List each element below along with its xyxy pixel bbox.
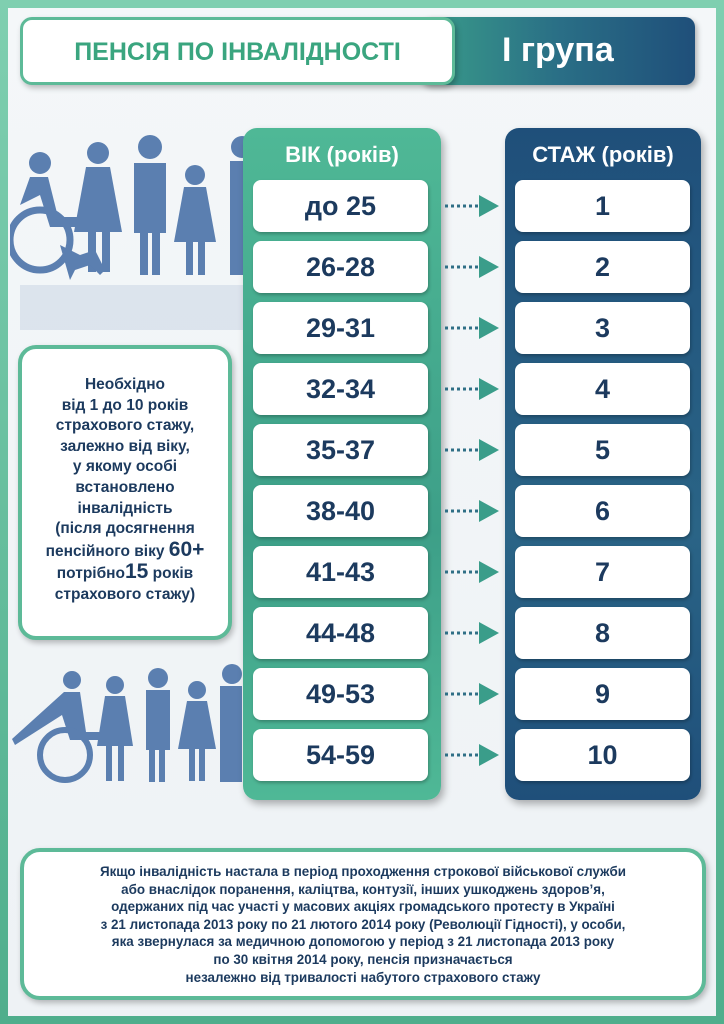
stazh-cell: 4 <box>515 363 690 415</box>
title-banner: ПЕНСІЯ ПО ІНВАЛІДНОСТІ <box>20 17 455 85</box>
arrow-right-icon <box>445 561 499 583</box>
info-text: років <box>148 565 194 583</box>
arrow-right-icon <box>445 744 499 766</box>
info-line: страхового стажу) <box>54 585 196 603</box>
age-cell: 26-28 <box>253 241 428 293</box>
info-line: у якому особі <box>72 458 178 476</box>
info-line: пенсійного віку 60+ <box>22 537 228 563</box>
stazh-cell: 7 <box>515 546 690 598</box>
info-line: залежно від віку, <box>60 437 190 455</box>
arrow-right-icon <box>445 683 499 705</box>
age-header: ВІК (років) <box>285 142 399 167</box>
arrow-right-icon <box>445 622 499 644</box>
note-line: яка звернулася за медичною допомогою у п… <box>111 934 615 950</box>
note-line: або внаслідок поранення, каліцтва, конту… <box>121 881 605 897</box>
group-banner: І група <box>420 17 695 85</box>
info-emphasis: 15 <box>125 560 149 584</box>
info-line: страхового стажу, <box>55 417 195 435</box>
note-line: Якщо інвалідність настала в період прохо… <box>99 864 627 879</box>
age-cell: 35-37 <box>253 424 428 476</box>
note-line: з 21 листопада 2013 року по 21 лютого 20… <box>100 916 626 932</box>
stazh-cell: 6 <box>515 485 690 537</box>
bottom-note-box: Якщо інвалідність настала в період прохо… <box>20 848 706 1000</box>
age-cell: 29-31 <box>253 302 428 354</box>
info-line: Необхідно <box>84 376 166 393</box>
age-cell: 41-43 <box>253 546 428 598</box>
age-cell: до 25 <box>253 180 428 232</box>
note-line: незалежно від тривалості набутого страхо… <box>185 969 541 985</box>
stazh-cell: 3 <box>515 302 690 354</box>
stazh-header: СТАЖ (років) <box>532 142 674 167</box>
info-line: від 1 до 10 років <box>61 396 189 414</box>
info-line: встановлено <box>75 478 175 496</box>
arrow-right-icon <box>445 439 499 461</box>
arrow-right-icon <box>445 317 499 339</box>
arrow-right-icon <box>445 256 499 278</box>
page-title: ПЕНСІЯ ПО ІНВАЛІДНОСТІ <box>74 38 401 66</box>
info-line: (після досягнення <box>55 520 195 538</box>
info-line: інвалідність <box>77 499 173 517</box>
age-cell: 49-53 <box>253 668 428 720</box>
arrow-right-icon <box>445 378 499 400</box>
stazh-cell: 9 <box>515 668 690 720</box>
arrow-right-icon <box>445 195 499 217</box>
people-silhouettes-bottom-icon <box>12 664 242 783</box>
stazh-cell: 8 <box>515 607 690 659</box>
age-cell: 44-48 <box>253 607 428 659</box>
info-line: потрібно15 років <box>22 560 228 585</box>
stazh-cell: 1 <box>515 180 690 232</box>
info-text: пенсійного віку <box>45 542 169 560</box>
people-silhouettes-top-icon <box>10 135 250 330</box>
info-text: потрібно <box>56 565 125 583</box>
info-emphasis: 60+ <box>168 537 205 561</box>
age-cell: 32-34 <box>253 363 428 415</box>
stazh-cell: 5 <box>515 424 690 476</box>
note-line: одержаних під час участі у масових акція… <box>111 899 615 915</box>
group-label: І група <box>502 31 614 69</box>
age-cell: 54-59 <box>253 729 428 781</box>
age-cell: 38-40 <box>253 485 428 537</box>
info-box: Необхідно від 1 до 10 років страхового ста… <box>18 345 232 640</box>
arrow-right-icon <box>445 500 499 522</box>
note-line: по 30 квітня 2014 року, пенсія призначає… <box>213 951 513 967</box>
stazh-cell: 2 <box>515 241 690 293</box>
stazh-cell: 10 <box>515 729 690 781</box>
